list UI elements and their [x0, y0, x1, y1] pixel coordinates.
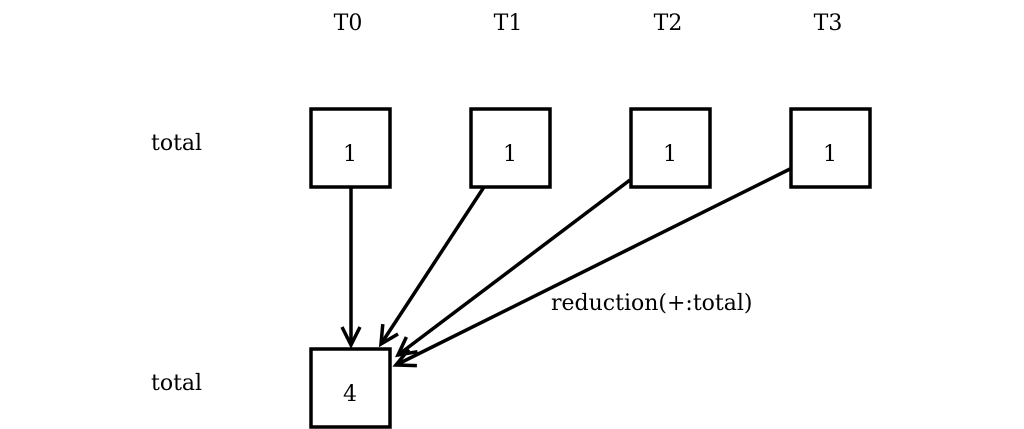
thread-label-t3: T3: [814, 11, 843, 36]
arrow-t3: [395, 167, 791, 367]
arrowhead-t1: [378, 323, 399, 348]
thread-label-t0: T0: [334, 11, 363, 36]
result-value: 4: [343, 382, 357, 407]
partial-value-t1: 1: [503, 142, 517, 167]
row-label-partial: total: [151, 131, 202, 156]
partial-box-t1: [469, 107, 552, 189]
partial-value-t3: 1: [823, 142, 837, 167]
partial-box-t3: [789, 107, 872, 189]
partial-box-t2: [629, 107, 712, 189]
partial-value-t0: 1: [343, 142, 357, 167]
result-box: [309, 347, 392, 429]
reduction-clause-label: reduction(+:total): [551, 291, 753, 316]
arrowhead-t0: [340, 326, 362, 349]
arrowhead-t3: [392, 348, 417, 368]
reduction-arrows: [340, 167, 791, 368]
partial-value-t2: 1: [663, 142, 677, 167]
thread-label-t2: T2: [654, 11, 683, 36]
arrow-t1: [379, 186, 486, 345]
arrow-t2: [396, 178, 632, 357]
arrowhead-t2: [395, 336, 418, 358]
row-label-result: total: [151, 371, 202, 396]
thread-label-t1: T1: [494, 11, 523, 36]
partial-box-t0: [309, 107, 392, 189]
